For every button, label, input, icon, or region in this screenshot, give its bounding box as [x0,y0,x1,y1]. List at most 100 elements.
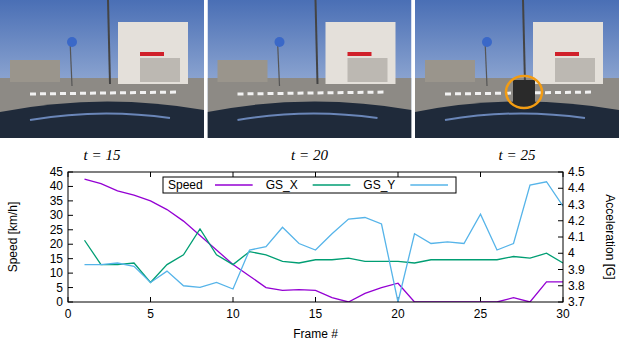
crosswalk [238,92,388,94]
caption: t = 20 [291,147,328,163]
road-sign [67,37,77,47]
plot-area [85,179,564,302]
y2-tick-label: 4.2 [568,214,585,228]
photo-panel [208,0,412,138]
x-tick [233,297,234,302]
motorcycle [513,80,535,106]
x-tick [480,297,481,302]
y2-tick-label: 3.7 [568,295,585,309]
caption: t = 15 [84,147,121,163]
y-tick [68,215,73,216]
figure: t = 15t = 20t = 250510152025300510152025… [0,0,619,354]
y-tick [68,244,73,245]
y2-tick [558,253,563,254]
y-tick-label: 45 [50,165,64,179]
x-tick-label: 25 [474,307,488,321]
y-axis-label: Speed [km/h] [6,202,20,273]
x-tick-label: 15 [309,307,323,321]
y-tick [68,287,73,288]
x-tick-label: 5 [147,307,154,321]
y2-tick-label: 4.1 [568,230,585,244]
y-tick-label: 0 [56,295,63,309]
shutter [140,58,180,82]
y-tick-label: 40 [50,179,64,193]
y-tick [68,229,73,230]
y-tick [68,258,73,259]
sign [555,52,579,56]
legend-label: GS_Y [363,178,395,192]
y2-tick-label: 4.3 [568,198,585,212]
reflection [30,113,170,120]
sign [140,52,164,56]
x-tick [398,172,399,177]
x-tick-label: 30 [556,307,570,321]
y-tick-label: 30 [50,208,64,222]
y2-tick-label: 3.8 [568,279,585,293]
legend-swatch [215,184,253,185]
pole [316,0,318,84]
plot-frame [68,172,563,302]
y-tick [68,200,73,201]
road [0,78,204,138]
car-hood [208,101,412,138]
pole [523,0,525,84]
shutter [348,58,388,82]
building [533,22,603,84]
legend-box [163,177,456,193]
photo-panel [415,0,619,138]
sky [415,0,619,138]
x-tick [315,297,316,302]
y2-tick-label: 4.4 [568,181,585,195]
y2-tick-label: 4.5 [568,165,585,179]
caption: t = 25 [499,147,536,163]
x-tick [150,172,151,177]
building [10,60,60,82]
legend-swatch [410,184,448,185]
y2-tick [558,237,563,238]
y2-tick [558,269,563,270]
y-tick-label: 25 [50,223,64,237]
y-tick [68,273,73,274]
x-tick-label: 0 [65,307,72,321]
series-line [85,182,564,302]
road-sign [482,37,492,47]
y2-tick-label: 3.9 [568,263,585,277]
y2-tick [558,188,563,189]
y-tick-label: 5 [56,281,63,295]
y2-tick [558,220,563,221]
building [218,60,268,82]
y-tick-label: 35 [50,194,64,208]
y-tick-label: 15 [50,252,64,266]
x-tick [480,172,481,177]
road [208,78,412,138]
series-line [85,179,564,302]
road-sign [275,37,285,47]
building [118,22,188,84]
y2-tick [558,285,563,286]
reflection [238,113,378,120]
axes: 0510152025300510152025303540453.73.83.94… [6,165,617,341]
legend-label: GS_X [266,178,298,192]
y-tick [68,186,73,187]
reflection [445,113,585,120]
y2-tick-label: 4 [568,246,575,260]
y2-axis-label: Acceleration [G] [603,194,617,279]
legend: Speed GS_X GS_Y [163,177,456,193]
shutter [555,58,595,82]
legend-label: Speed [168,178,203,192]
legend-swatch [313,184,351,185]
photo-panel [0,0,204,138]
highlight-circle [506,76,542,108]
x-tick [315,172,316,177]
building [425,60,475,82]
y-tick-label: 20 [50,237,64,251]
sky [0,0,204,138]
crosswalk [30,92,180,94]
sign [348,52,372,56]
y-tick-label: 10 [50,266,64,280]
x-tick-label: 10 [226,307,240,321]
x-tick [233,172,234,177]
building [326,22,396,84]
sky [208,0,412,138]
car-hood [0,101,204,138]
